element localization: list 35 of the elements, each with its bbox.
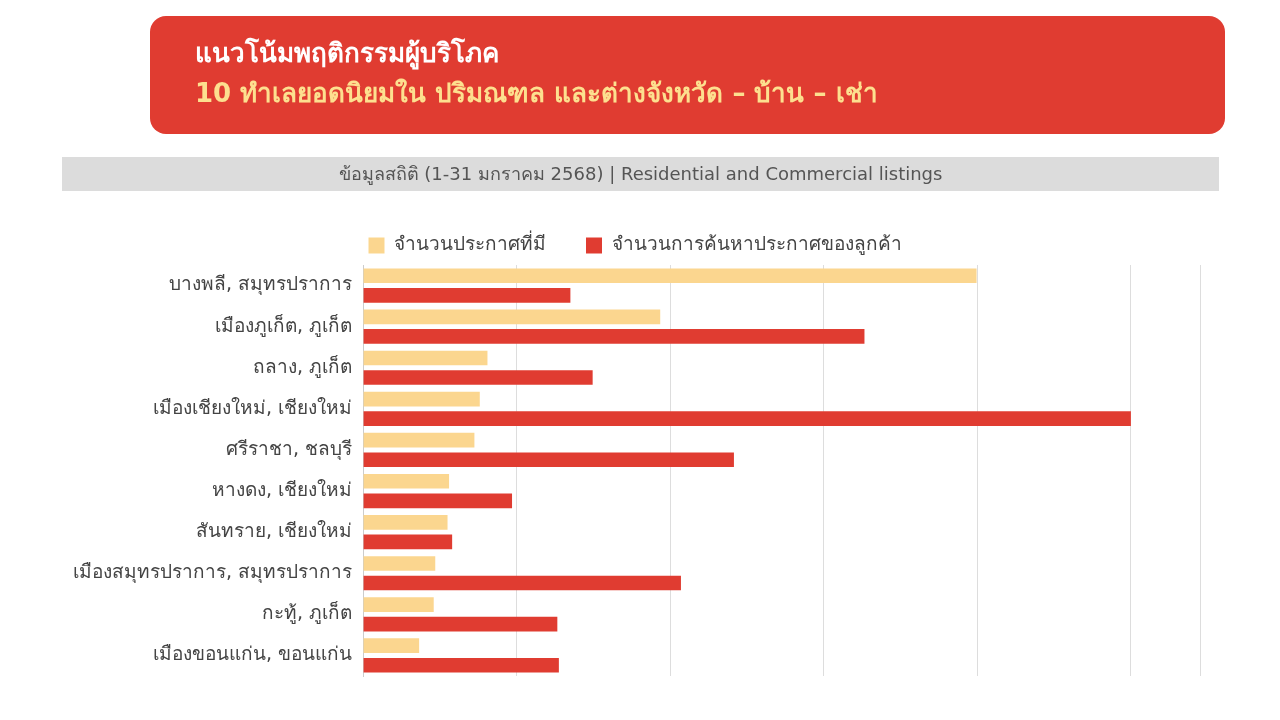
- y-tick-label: เมืองเชียงใหม่, เชียงใหม่: [152, 395, 353, 418]
- bar: [363, 329, 865, 344]
- y-tick-label: เมืองภูเก็ต, ภูเก็ต: [214, 312, 353, 337]
- bar: [363, 411, 1131, 426]
- y-tick-label: บางพลี, สมุทรปราการ: [168, 272, 353, 297]
- legend-label: จำนวนการค้นหาประกาศของลูกค้า: [611, 232, 902, 256]
- legend-label: จำนวนประกาศที่มี: [394, 230, 546, 255]
- bar: [363, 556, 436, 571]
- bar: [363, 432, 475, 448]
- y-tick-label: ศรีราชา, ชลบุรี: [225, 436, 353, 461]
- bar: [363, 370, 593, 385]
- bar: [363, 493, 513, 509]
- bar: [363, 597, 434, 612]
- y-tick-label: เมืองขอนแก่น, ขอนแก่น: [152, 642, 353, 665]
- bar: [363, 350, 488, 366]
- y-tick-label: หางดง, เชียงใหม่: [211, 477, 353, 500]
- bar: [363, 515, 448, 530]
- bar: [363, 287, 571, 303]
- bar: [363, 391, 480, 407]
- bar: [363, 575, 681, 591]
- chart-subtitle: 10 ทำเลยอดนิยมใน ปริมณฑล และต่างจังหวัด – บ้าน – เช่า: [195, 77, 878, 110]
- y-tick-label: ถลาง, ภูเก็ต: [252, 353, 353, 378]
- bar: [363, 473, 450, 489]
- bar: [363, 638, 420, 654]
- text: ข้อมูลสถิติ (1-31 มกราคม 2568) | Residential and Commercial listings: [62, 157, 1219, 191]
- bar: [363, 452, 734, 468]
- bar: [363, 657, 559, 673]
- bar: [363, 309, 661, 325]
- y-tick-label: สันทราย, เชียงใหม่: [195, 519, 353, 542]
- bar: [363, 268, 977, 284]
- chart-title: แนวโน้มพฤติกรรมผู้บริโภค: [195, 36, 499, 72]
- y-tick-label: เมืองสมุทรปราการ, สมุทรปราการ: [72, 560, 353, 585]
- bar: [363, 616, 558, 632]
- bar: [363, 534, 453, 550]
- y-tick-label: กะทู้, ภูเก็ต: [261, 600, 353, 625]
